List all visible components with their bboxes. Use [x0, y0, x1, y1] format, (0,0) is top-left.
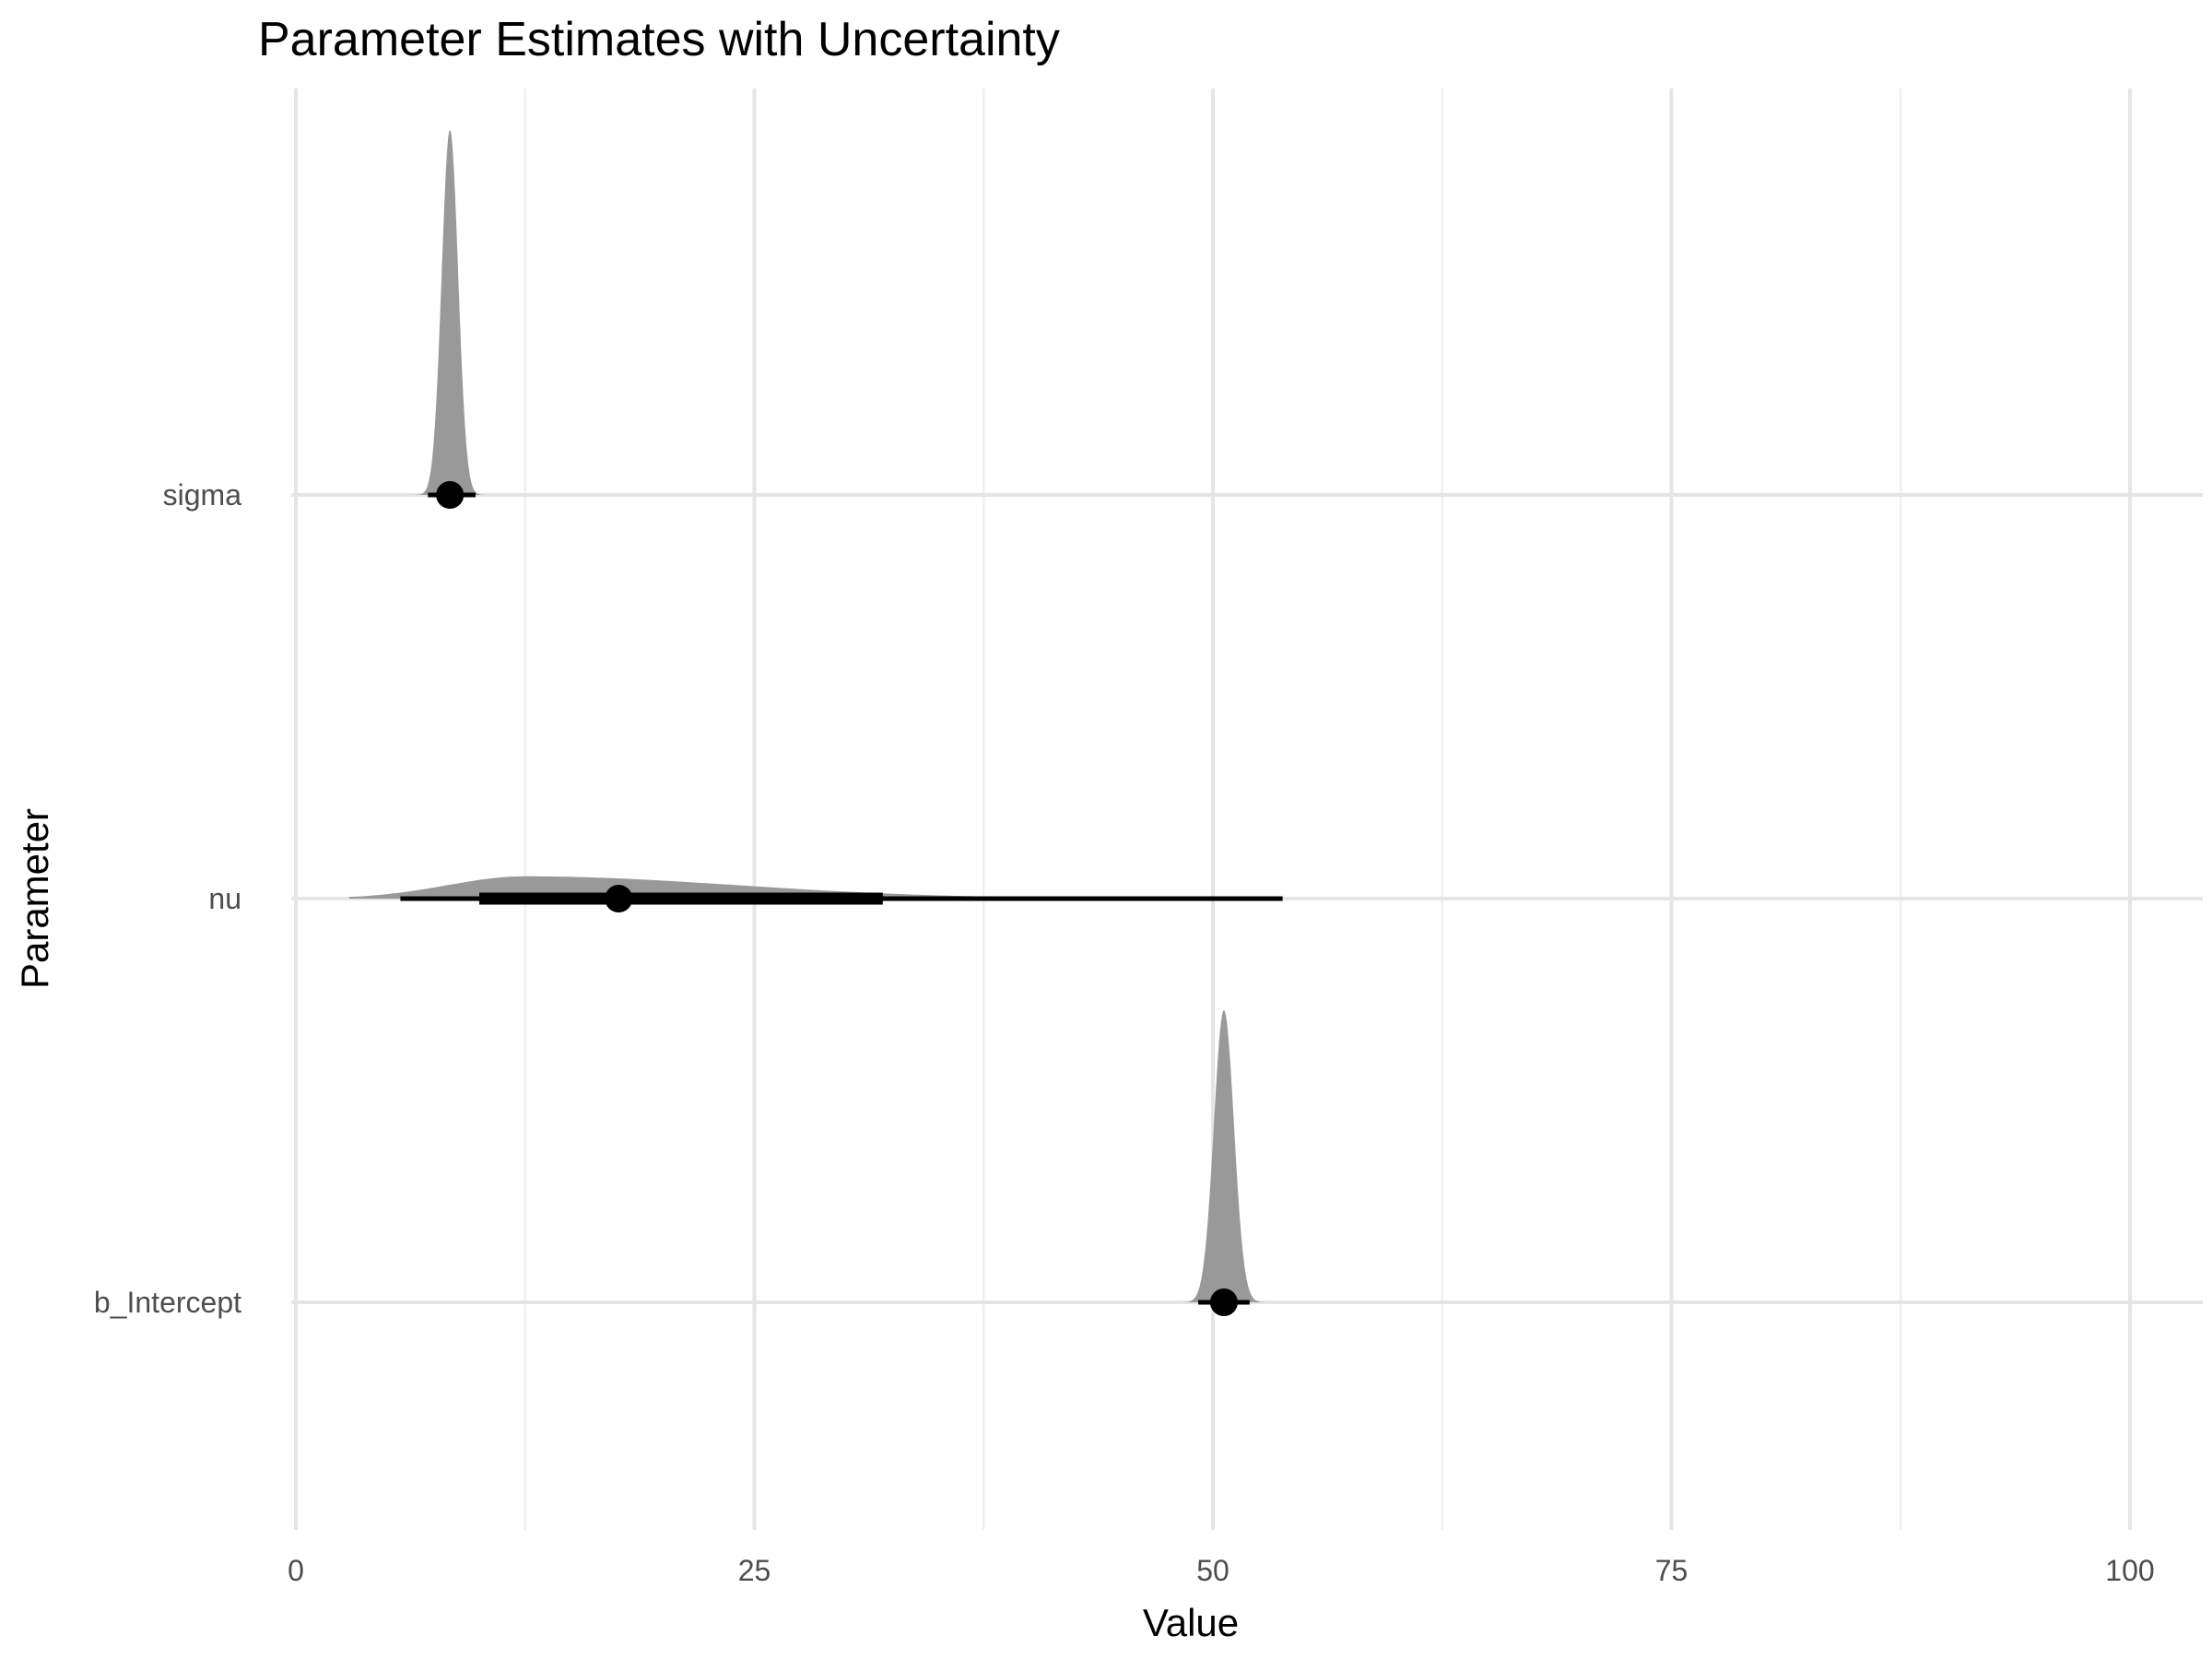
y-tick-labels: sigma nu b_Intercept [94, 478, 241, 1319]
x-tick-label: 100 [2105, 1554, 2154, 1587]
y-axis-title: Parameter [13, 808, 56, 989]
densities [348, 130, 1672, 1302]
point-sigma [436, 481, 465, 509]
x-tick-label: 75 [1655, 1554, 1688, 1587]
x-tick-label: 50 [1196, 1554, 1230, 1587]
grid [291, 88, 2203, 1530]
y-tick-label: sigma [163, 478, 242, 512]
y-tick-label: b_Intercept [94, 1286, 241, 1319]
point-nu [605, 885, 633, 912]
x-tick-label: 0 [288, 1554, 304, 1587]
chart-title: Parameter Estimates with Uncertainty [258, 13, 1060, 66]
density-b_Intercept [1176, 1010, 1270, 1302]
x-tick-label: 25 [738, 1554, 771, 1587]
points [436, 481, 1238, 1316]
x-axis-title: Value [1143, 1601, 1239, 1644]
x-tick-labels: 0 25 50 75 100 [288, 1554, 2155, 1587]
intervals [400, 488, 1283, 1309]
point-b_Intercept [1209, 1288, 1238, 1316]
y-tick-label: nu [208, 882, 241, 915]
density-sigma [402, 130, 498, 495]
